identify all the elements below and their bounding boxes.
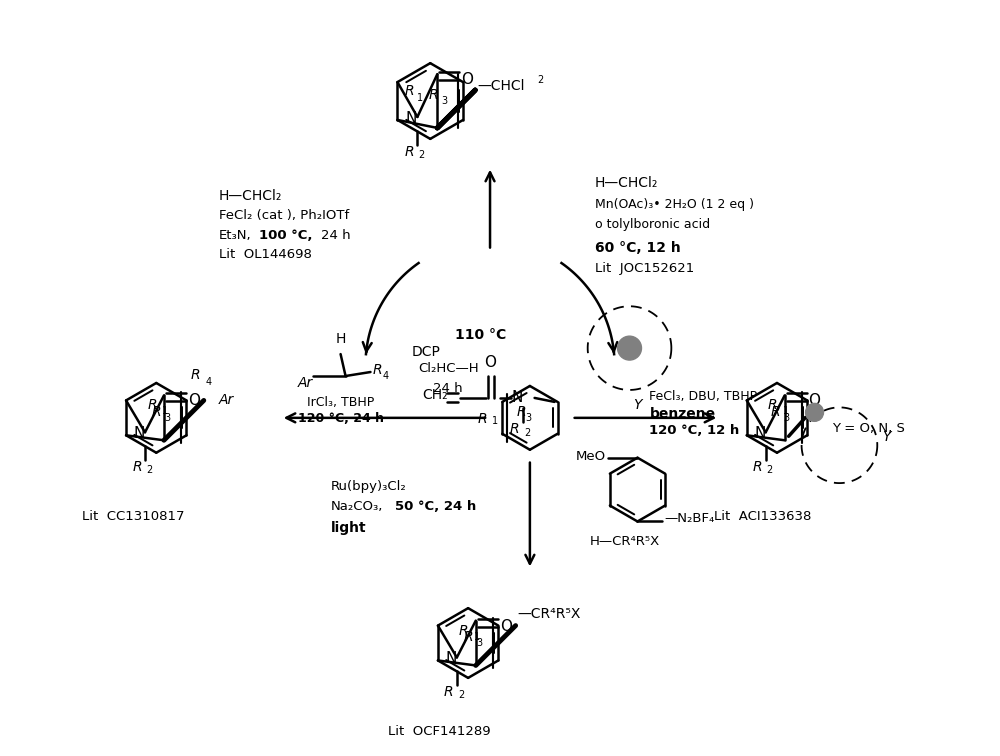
Text: R: R xyxy=(152,405,161,419)
Text: FeCl₂ (cat ), Ph₂IOTf: FeCl₂ (cat ), Ph₂IOTf xyxy=(219,209,349,222)
Text: Ar: Ar xyxy=(297,376,313,390)
Text: R: R xyxy=(459,624,469,637)
Text: R: R xyxy=(191,368,201,383)
Text: 3: 3 xyxy=(525,413,531,423)
Text: Ar: Ar xyxy=(219,393,234,407)
Text: 2: 2 xyxy=(525,428,531,438)
Text: R: R xyxy=(510,422,519,436)
Text: 50 °C, 24 h: 50 °C, 24 h xyxy=(395,500,477,513)
Text: R: R xyxy=(516,405,526,419)
Text: 24 h: 24 h xyxy=(433,382,463,395)
Text: N: N xyxy=(512,390,523,405)
Text: Y = O, N, S: Y = O, N, S xyxy=(832,423,905,435)
Text: N: N xyxy=(133,426,145,442)
Text: 2: 2 xyxy=(458,690,464,700)
Text: O: O xyxy=(188,393,200,408)
Text: R: R xyxy=(753,460,763,474)
Text: CH₂: CH₂ xyxy=(422,388,448,402)
Text: 1: 1 xyxy=(474,631,480,642)
Text: Y: Y xyxy=(882,430,891,445)
Text: benzene: benzene xyxy=(649,407,716,421)
Text: 1: 1 xyxy=(162,407,168,417)
Text: Lit  ACI133638: Lit ACI133638 xyxy=(714,510,812,522)
Text: H—CHCl₂: H—CHCl₂ xyxy=(219,189,282,203)
Text: 1: 1 xyxy=(783,407,789,417)
Text: Lit  CC1310817: Lit CC1310817 xyxy=(82,510,184,522)
Text: Mn(OAc)₃• 2H₂O (1 2 eq ): Mn(OAc)₃• 2H₂O (1 2 eq ) xyxy=(595,197,754,211)
Text: 2: 2 xyxy=(537,75,543,85)
Text: R: R xyxy=(428,88,438,102)
Text: O: O xyxy=(809,393,821,408)
Text: 2: 2 xyxy=(146,465,152,476)
Circle shape xyxy=(806,404,823,421)
Text: R: R xyxy=(132,460,142,474)
Text: 3: 3 xyxy=(476,638,483,648)
Text: H—CHCl₂: H—CHCl₂ xyxy=(595,175,658,190)
Text: H: H xyxy=(335,332,346,346)
Text: R: R xyxy=(147,398,157,412)
Text: O: O xyxy=(500,618,512,634)
Text: N: N xyxy=(445,652,457,667)
Text: N: N xyxy=(406,111,417,126)
Text: O: O xyxy=(461,72,473,87)
Text: R: R xyxy=(444,686,454,699)
Text: 4: 4 xyxy=(382,371,389,381)
Text: R: R xyxy=(372,363,382,377)
Circle shape xyxy=(618,336,641,360)
Text: 2: 2 xyxy=(767,465,773,476)
Text: 4: 4 xyxy=(206,377,212,388)
Text: 110 °C: 110 °C xyxy=(455,328,506,342)
Text: MeO: MeO xyxy=(575,450,606,463)
Text: 100 °C,: 100 °C, xyxy=(259,228,312,242)
Text: 60 °C, 12 h: 60 °C, 12 h xyxy=(595,240,680,255)
Text: 3: 3 xyxy=(441,96,447,106)
Text: 1: 1 xyxy=(417,93,424,103)
Text: H—CR⁴R⁵X: H—CR⁴R⁵X xyxy=(590,535,660,548)
Text: —CHCl: —CHCl xyxy=(477,79,525,93)
Text: IrCl₃, TBHP: IrCl₃, TBHP xyxy=(307,396,374,409)
Text: Lit  OCF141289: Lit OCF141289 xyxy=(388,725,491,738)
Text: 120 °C, 12 h: 120 °C, 12 h xyxy=(649,424,740,437)
Text: R: R xyxy=(768,398,777,412)
Text: O: O xyxy=(484,355,496,370)
Text: Cl₂HC—H: Cl₂HC—H xyxy=(418,362,479,375)
Text: 120 °C, 24 h: 120 °C, 24 h xyxy=(298,412,384,425)
Text: DCP: DCP xyxy=(411,345,440,359)
Text: Lit  JOC152621: Lit JOC152621 xyxy=(595,262,694,275)
Text: Y: Y xyxy=(633,398,642,412)
Text: 24 h: 24 h xyxy=(321,228,350,242)
Text: Et₃N,: Et₃N, xyxy=(219,228,252,242)
Text: R: R xyxy=(770,405,780,419)
Text: Lit  OL144698: Lit OL144698 xyxy=(219,249,312,262)
Text: 2: 2 xyxy=(418,150,425,160)
Text: R: R xyxy=(405,84,414,98)
Text: —N₂BF₄: —N₂BF₄ xyxy=(664,512,715,525)
Text: light: light xyxy=(331,522,366,535)
Text: 3: 3 xyxy=(783,413,789,423)
Text: 3: 3 xyxy=(165,413,171,423)
Text: —CR⁴R⁵X: —CR⁴R⁵X xyxy=(518,606,581,621)
Text: R: R xyxy=(405,145,414,159)
Text: R: R xyxy=(464,630,473,644)
Text: N: N xyxy=(754,426,765,442)
Text: Na₂CO₃,: Na₂CO₃, xyxy=(331,500,383,513)
Text: 1: 1 xyxy=(492,416,498,426)
Text: o tolylboronic acid: o tolylboronic acid xyxy=(595,218,710,231)
Text: Ru(bpy)₃Cl₂: Ru(bpy)₃Cl₂ xyxy=(331,479,406,493)
Text: FeCl₃, DBU, TBHP: FeCl₃, DBU, TBHP xyxy=(649,390,758,403)
Text: R: R xyxy=(478,412,488,426)
